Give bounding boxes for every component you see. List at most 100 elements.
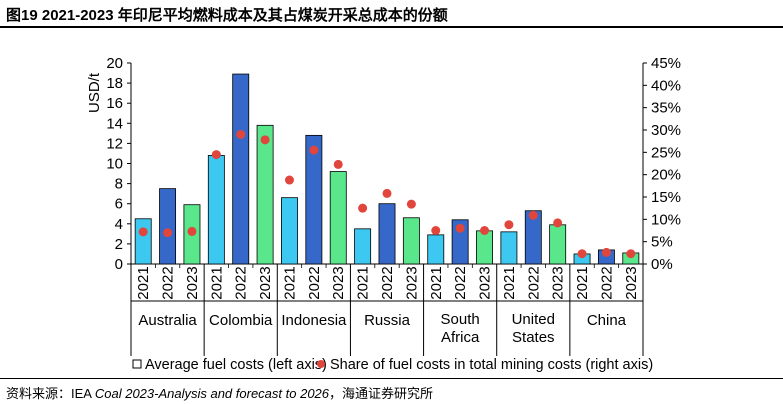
dot-colombia-2022 [236, 129, 246, 139]
bar-south-africa-2022 [451, 219, 469, 265]
bar-russia-2023 [402, 217, 420, 265]
bar-indonesia-2022 [305, 134, 323, 265]
year-label: 2022 [598, 266, 615, 299]
bar-united-states-2022 [524, 210, 542, 265]
dot-united-states-2022 [528, 210, 538, 220]
group-label: Africa [441, 329, 480, 346]
left-tick-label: 6 [115, 196, 123, 213]
right-tick-label: 45% [651, 55, 681, 72]
left-tick-label: 8 [115, 176, 123, 193]
y-axis-title: USD/t [86, 72, 103, 113]
dot-south-africa-2022 [455, 223, 465, 233]
right-tick-label: 30% [651, 122, 681, 139]
bar-russia-2022 [378, 203, 396, 265]
dot-china-2023 [626, 249, 636, 259]
right-tick-label: 15% [651, 189, 681, 206]
axis-labels: 0 2 4 6 8 10 12 14 16 18 20 0% 5% 10% 15% 20% 25% 30% 35% 4… [86, 55, 681, 346]
left-tick-label: 2 [115, 236, 123, 253]
year-label: 2022 [233, 266, 250, 299]
year-label: 2021 [281, 266, 298, 299]
year-label: 2021 [428, 266, 445, 299]
dot-australia-2021 [138, 227, 148, 237]
title-rule [0, 26, 783, 28]
group-label: Indonesia [281, 312, 347, 329]
source-rule [0, 378, 783, 379]
dot-australia-2022 [163, 228, 173, 238]
group-label: South [441, 311, 480, 328]
dot-colombia-2021 [211, 150, 221, 160]
dot-russia-2022 [382, 188, 392, 198]
year-label: 2022 [452, 266, 469, 299]
year-label: 2021 [501, 266, 518, 299]
right-tick-label: 0% [651, 256, 673, 273]
group-label: United [512, 311, 555, 328]
group-label: Colombia [209, 312, 273, 329]
source-report: Coal 2023-Analysis and forecast to 2026 [94, 386, 330, 401]
year-label: 2022 [379, 266, 396, 299]
right-tick-label: 25% [651, 144, 681, 161]
legend-bar-swatch [132, 359, 142, 369]
bar-australia-2021 [134, 218, 152, 265]
dot-indonesia-2022 [309, 145, 319, 155]
left-tick-label: 20 [106, 55, 123, 72]
dot-south-africa-2023 [480, 226, 490, 235]
right-tick-label: 35% [651, 100, 681, 117]
year-label: 2023 [403, 266, 420, 299]
bar-colombia-2023 [256, 124, 274, 265]
dot-united-states-2021 [504, 220, 514, 230]
dot-russia-2021 [358, 203, 368, 213]
fuel-cost-chart: 0 2 4 6 8 10 12 14 16 18 20 0% 5% 10% 15% 20% 25% 30% 35% 4… [86, 55, 681, 373]
left-tick-label: 0 [115, 256, 123, 273]
group-label: China [587, 312, 627, 329]
group-label: States [512, 329, 555, 346]
dot-series [138, 129, 636, 259]
dot-russia-2023 [406, 199, 416, 209]
left-tick-label: 14 [106, 115, 123, 132]
group-label: Russia [364, 312, 411, 329]
bar-colombia-2022 [232, 73, 250, 265]
left-tick-label: 12 [106, 135, 123, 152]
dot-colombia-2023 [260, 135, 270, 145]
dot-australia-2023 [187, 226, 197, 236]
bar-australia-2022 [159, 188, 177, 265]
bar-indonesia-2023 [329, 171, 347, 265]
right-tick-label: 20% [651, 167, 681, 184]
left-tick-label: 4 [115, 216, 123, 233]
dot-indonesia-2023 [333, 159, 343, 169]
dot-south-africa-2021 [431, 226, 441, 235]
bar-united-states-2021 [500, 231, 518, 265]
bar-united-states-2023 [549, 224, 567, 265]
dot-united-states-2023 [553, 218, 563, 228]
year-label: 2023 [477, 266, 494, 299]
dot-china-2021 [577, 249, 587, 259]
dot-china-2022 [601, 247, 611, 257]
group-label: Australia [138, 312, 197, 329]
source-suffix: ，海通证券研究所 [329, 386, 434, 401]
left-tick-label: 18 [106, 75, 123, 92]
legend-dot-label: Share of fuel costs in total mining cost… [330, 357, 653, 373]
year-label: 2022 [525, 266, 542, 299]
figure-title: 图19 2021-2023 年印尼平均燃料成本及其占煤炭开采总成本的份额 [6, 7, 448, 24]
year-label: 2023 [184, 266, 201, 299]
bar-colombia-2021 [207, 155, 225, 265]
bar-indonesia-2021 [281, 197, 298, 265]
year-label: 2022 [160, 266, 177, 299]
right-tick-label: 5% [651, 234, 673, 251]
bar-south-africa-2021 [427, 234, 445, 265]
legend-dot-swatch [317, 360, 325, 368]
right-tick-label: 40% [651, 77, 681, 94]
right-tick-label: 10% [651, 211, 681, 228]
dot-indonesia-2021 [284, 175, 294, 185]
bar-series [134, 73, 640, 265]
year-label: 2023 [550, 266, 567, 299]
bar-south-africa-2023 [476, 230, 493, 265]
legend: Average fuel costs (left axis) Share of f… [132, 357, 653, 373]
year-label: 2021 [135, 266, 152, 299]
year-label: 2022 [306, 266, 323, 299]
source-prefix: 资料来源：IEA [6, 386, 95, 401]
bar-russia-2021 [354, 228, 372, 265]
legend-bar-label: Average fuel costs (left axis) [145, 357, 327, 373]
year-label: 2021 [355, 266, 372, 299]
left-tick-label: 10 [106, 156, 123, 173]
year-label: 2021 [574, 266, 591, 299]
